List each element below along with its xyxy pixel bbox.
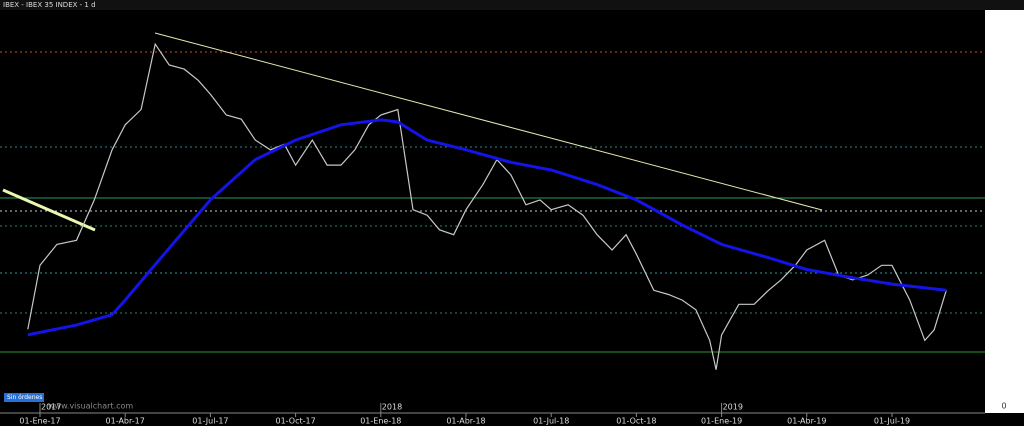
year-label: 2019 — [723, 403, 743, 412]
x-tick-label: 01-Jul-19 — [874, 417, 910, 426]
x-tick-label: 01-Oct-17 — [276, 417, 316, 426]
right-axis-panel — [985, 10, 1024, 413]
x-tick-label: 01-Abr-19 — [787, 417, 826, 426]
header-bar — [0, 0, 1024, 10]
x-tick-label: 01-Ene-19 — [701, 417, 742, 426]
x-tick-label: 01-Ene-17 — [19, 417, 60, 426]
plot — [27, 42, 947, 370]
price-line — [27, 118, 947, 337]
chart-title: IBEX - IBEX 35 INDEX - 1 d — [3, 1, 96, 9]
x-tick-label: 01-Oct-18 — [616, 417, 656, 426]
x-tick-label: 01-Jul-18 — [533, 417, 569, 426]
price-line — [27, 42, 947, 370]
x-tick-label: 01-Jul-17 — [192, 417, 228, 426]
year-label: 2017 — [41, 403, 61, 412]
year-label: 2018 — [382, 403, 402, 412]
trend-line — [154, 32, 823, 211]
x-tick-label: 01-Abr-18 — [446, 417, 485, 426]
status-box — [4, 393, 44, 402]
trend-line — [2, 188, 96, 232]
right-axis-label: 0 — [1001, 402, 1006, 411]
watermark: www.visualchart.com — [48, 402, 133, 411]
x-tick-label: 01-Ene-18 — [360, 417, 401, 426]
status-text: Sin órdenes — [7, 394, 42, 401]
x-tick-label: 01-Abr-17 — [106, 417, 145, 426]
